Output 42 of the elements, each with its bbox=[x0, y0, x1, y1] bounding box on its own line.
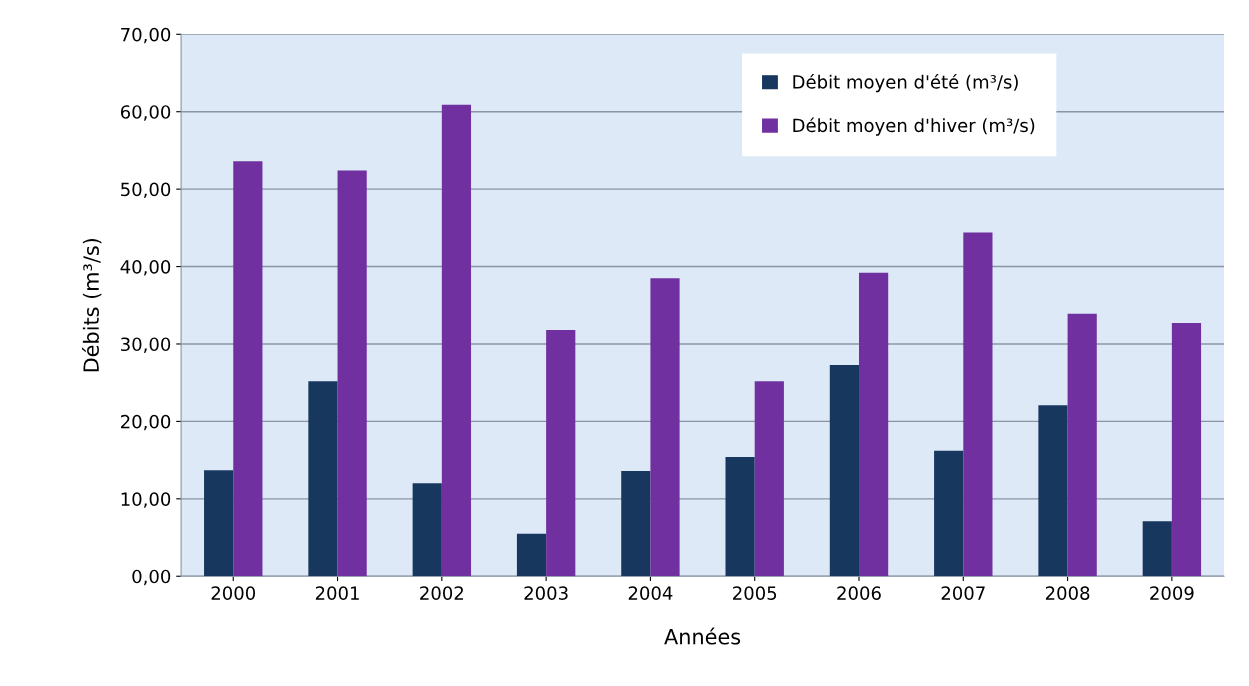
bar bbox=[412, 483, 442, 577]
y-tick-label: 40,00 bbox=[120, 260, 171, 276]
bar bbox=[308, 381, 338, 577]
x-tick-label: 2002 bbox=[420, 586, 463, 600]
bar bbox=[829, 364, 859, 577]
x-tick-label: 2009 bbox=[1150, 586, 1194, 600]
legend-label: Débit moyen d'hiver (m³/s) bbox=[793, 117, 1035, 136]
y-tick-label: 70,00 bbox=[121, 27, 171, 44]
bar bbox=[754, 381, 784, 577]
y-tick-label: 30,00 bbox=[121, 337, 171, 353]
bar bbox=[337, 170, 367, 577]
y-axis-title: Débits (m³/s) bbox=[82, 238, 102, 372]
bar bbox=[1038, 405, 1068, 577]
x-tick-label: 2001 bbox=[315, 586, 359, 600]
bar bbox=[650, 278, 680, 577]
legend-label: Débit moyen d'été (m³/s) bbox=[793, 74, 1018, 93]
x-tick-label: 2004 bbox=[628, 586, 673, 600]
bar bbox=[233, 161, 263, 577]
y-tick-label: 60,00 bbox=[120, 105, 171, 121]
x-tick-label: 2006 bbox=[837, 586, 881, 600]
x-tick-label: 2007 bbox=[941, 586, 985, 600]
bar bbox=[934, 450, 964, 577]
bar bbox=[725, 457, 755, 577]
bar bbox=[859, 272, 889, 577]
bar bbox=[1171, 323, 1202, 577]
x-tick-label: 2000 bbox=[211, 586, 256, 600]
x-axis-title: Années bbox=[664, 627, 741, 645]
x-tick-label: 2008 bbox=[1045, 586, 1090, 600]
y-tick-label: 0,00 bbox=[132, 569, 171, 586]
bar bbox=[1067, 313, 1097, 577]
x-tick-label: 2005 bbox=[733, 586, 777, 600]
bar bbox=[621, 470, 651, 577]
bar bbox=[204, 470, 234, 577]
y-tick-label: 10,00 bbox=[121, 492, 171, 508]
y-tick-label: 50,00 bbox=[121, 182, 171, 199]
bar bbox=[963, 232, 993, 577]
x-tick-label: 2003 bbox=[524, 586, 568, 600]
y-tick-label: 20,00 bbox=[121, 414, 171, 431]
bar bbox=[1142, 521, 1172, 577]
bar bbox=[441, 104, 472, 577]
bar bbox=[546, 330, 576, 577]
bar bbox=[516, 533, 547, 577]
